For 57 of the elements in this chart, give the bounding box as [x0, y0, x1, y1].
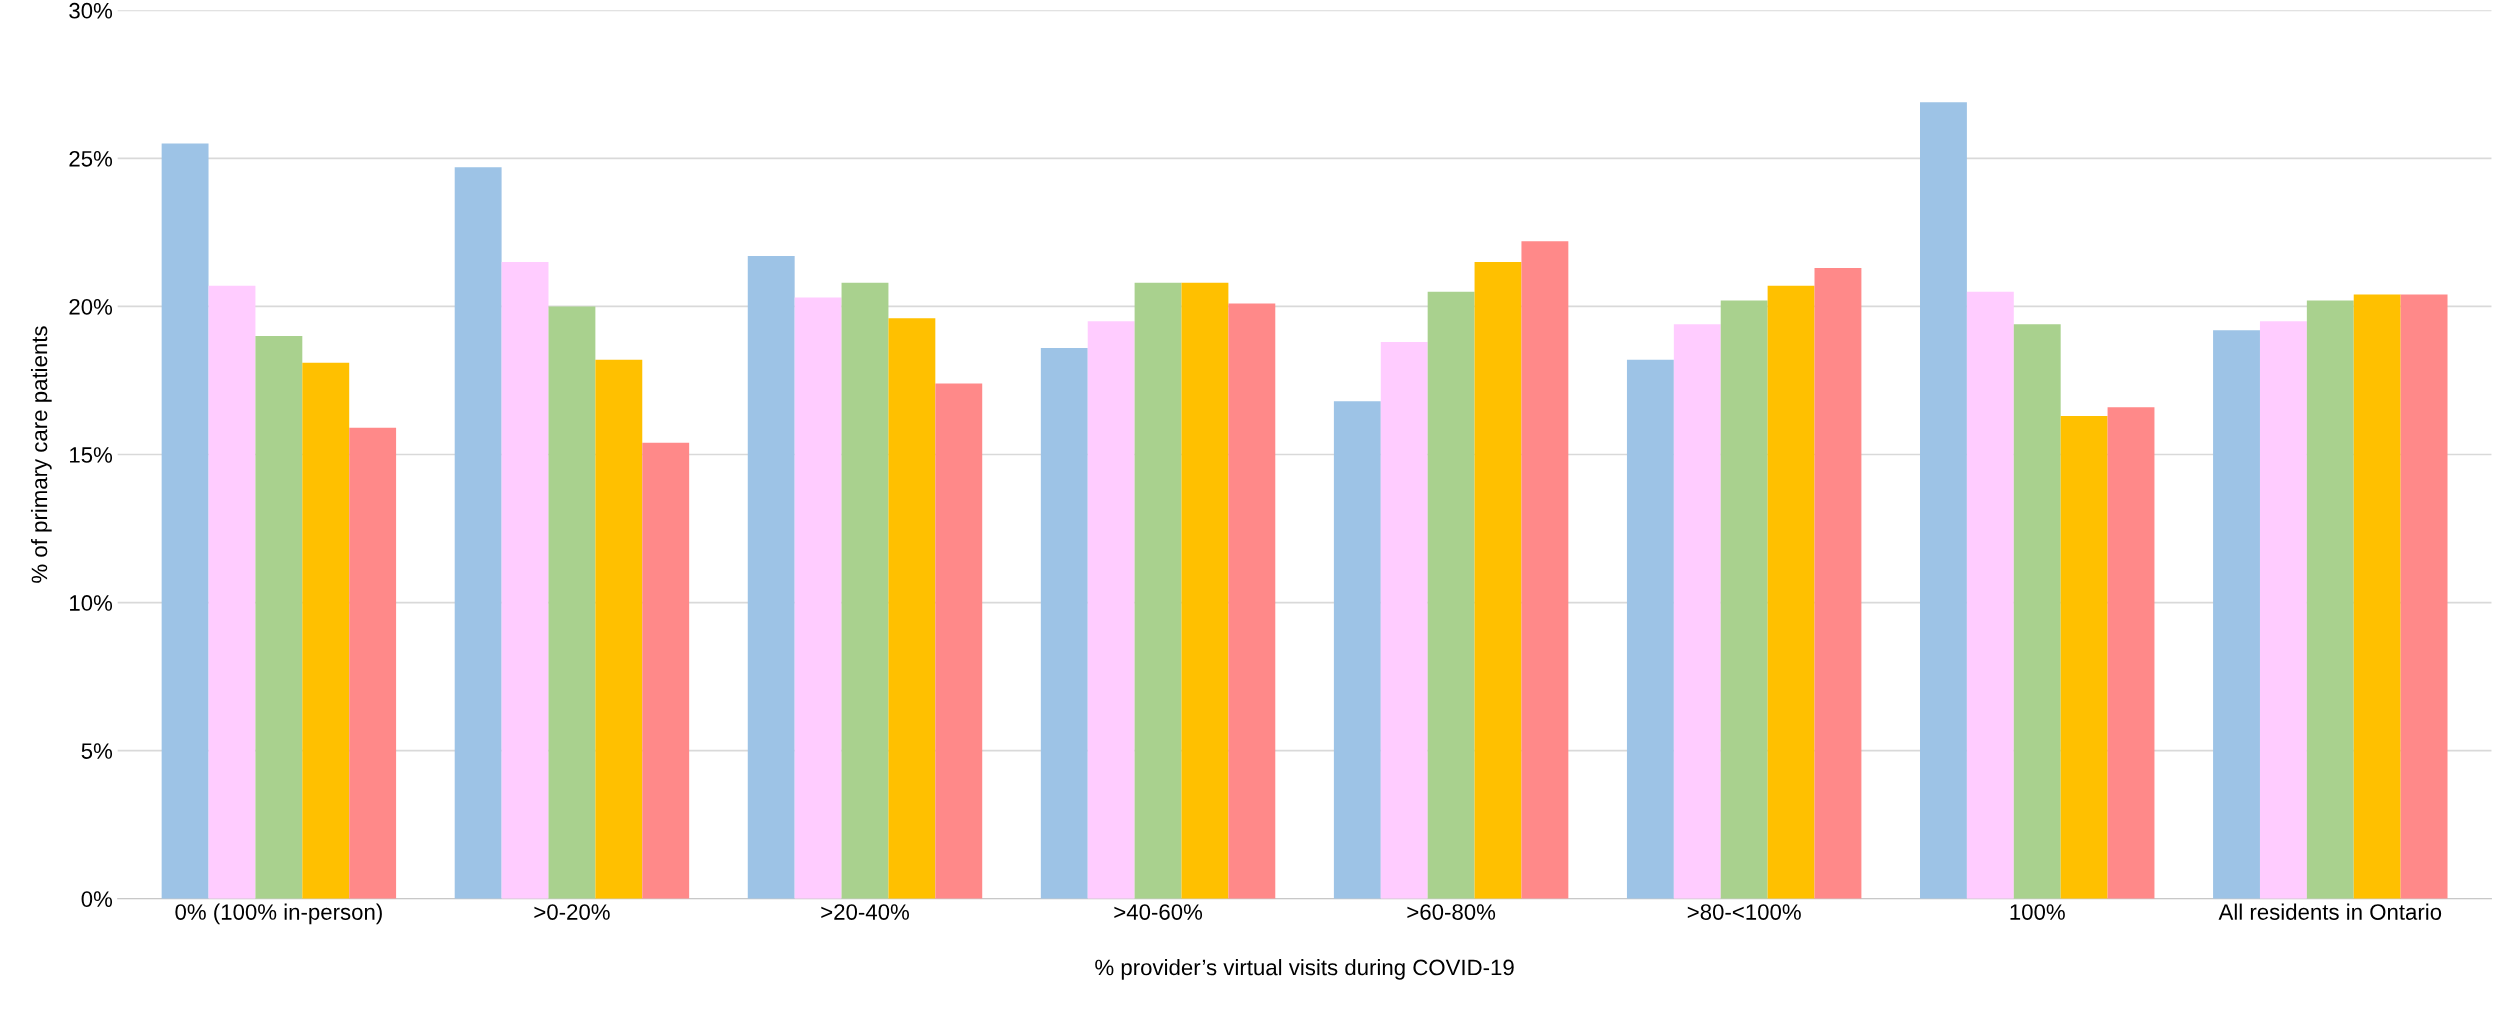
bar	[1087, 321, 1135, 899]
bar	[642, 442, 690, 899]
bar	[454, 167, 502, 899]
x-tick-label: >40-60%	[1114, 904, 1203, 920]
y-tick-label: 15%	[70, 447, 113, 463]
y-tick-label: 0%	[81, 891, 113, 907]
bar	[1228, 303, 1276, 899]
bar	[161, 143, 209, 899]
x-tick-label: 100%	[2010, 904, 2065, 920]
y-tick-label: 20%	[69, 298, 113, 315]
bar	[1920, 102, 1967, 899]
bar	[349, 427, 397, 899]
y-tick-label: 25%	[69, 150, 113, 167]
bar	[1474, 262, 1522, 899]
bar	[1333, 401, 1381, 899]
y-tick-label: 10%	[70, 595, 113, 611]
bar	[1134, 282, 1182, 899]
bar	[2400, 294, 2448, 899]
bar	[255, 336, 303, 899]
bar	[888, 318, 936, 899]
bar	[1720, 300, 1768, 899]
bar	[2213, 330, 2260, 899]
bar	[2259, 321, 2307, 899]
bar	[1380, 341, 1428, 899]
bar	[1966, 291, 2014, 899]
bar	[2306, 300, 2354, 899]
y-tick-label: 5%	[81, 743, 113, 759]
bar	[1427, 291, 1475, 899]
bar	[595, 359, 643, 899]
bar	[1814, 267, 1862, 899]
x-tick-label: >0-20%	[534, 904, 610, 920]
bar	[548, 306, 596, 899]
bar	[935, 383, 983, 899]
bar	[841, 282, 889, 899]
bar	[208, 285, 256, 899]
x-tick-label: All residents in Ontario	[2218, 903, 2442, 920]
x-tick-label: >20-40%	[821, 904, 909, 920]
y-tick-label: 30%	[69, 2, 113, 19]
x-tick-label: >80-<100%	[1687, 904, 1801, 920]
bar	[1521, 241, 1569, 899]
bar	[1626, 359, 1674, 899]
bar	[1181, 282, 1229, 899]
bar	[2107, 407, 2155, 899]
y-axis-title: % of primary care patients	[30, 326, 52, 583]
bar	[2060, 416, 2108, 899]
x-tick-label: 0% (100% in-person)	[175, 903, 382, 925]
bar	[2353, 294, 2401, 899]
x-tick-label: >60-80%	[1407, 904, 1496, 920]
x-axis-title: % provider’s virtual visits during COVID-19	[1095, 959, 1514, 980]
bar	[501, 262, 549, 899]
bar	[1673, 324, 1721, 899]
bar	[1040, 347, 1088, 899]
bar	[794, 297, 842, 899]
bar	[1767, 285, 1815, 899]
bar	[2013, 324, 2061, 899]
bar	[302, 362, 350, 899]
bar	[747, 256, 795, 899]
